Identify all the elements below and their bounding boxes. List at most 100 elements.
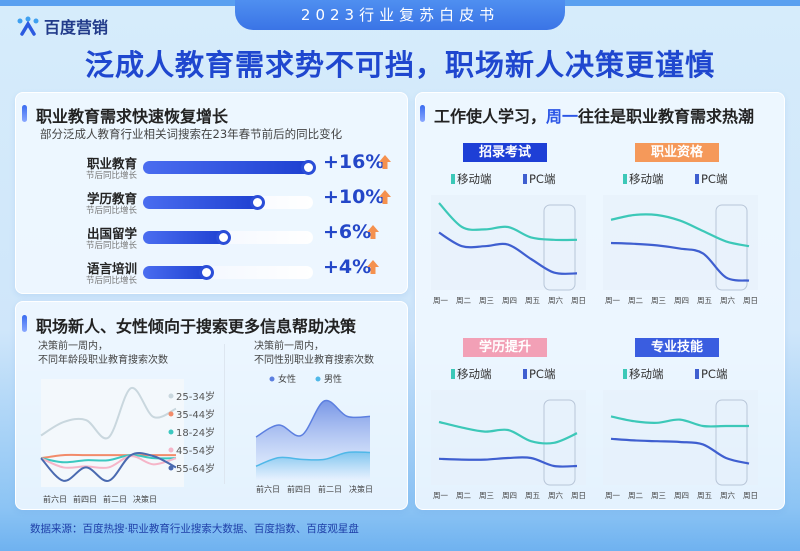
legend-label: 35-44岁 (176, 408, 215, 421)
bar-value: +16% (323, 151, 385, 173)
legend-label: 18-24岁 (176, 426, 215, 439)
chart-badge: 学历提升 (463, 338, 547, 357)
x-tick-label: 周日 (743, 296, 758, 305)
pc-line (610, 437, 750, 465)
x-tick-label: 前四日 (73, 494, 97, 504)
weekday-line-chart: 周一 周二 周三 周四 周五 周六 周日 (431, 390, 586, 500)
legend-label: PC端 (529, 367, 556, 381)
bar-knob (250, 195, 265, 210)
weekday-chart: 专业技能 移动端 PC端周一 周二 周三 周四 周五 周六 周日 (603, 338, 763, 503)
x-tick-label: 周六 (548, 295, 563, 305)
x-tick-label: 决策日 (133, 494, 157, 504)
x-tick-label: 周六 (548, 490, 563, 500)
legend-pc: PC端 (523, 171, 555, 187)
mobile-line (438, 420, 578, 445)
age-series-line (40, 454, 177, 464)
chart-badge: 专业技能 (635, 338, 719, 357)
legend-dot (168, 429, 174, 435)
growth-title: 职业教育需求快速恢复增长 (22, 103, 413, 127)
bar-row: 学历教育 节后同比增长 +10% (61, 186, 401, 222)
report-tab: 2023行业复苏白皮书 (235, 0, 565, 30)
legend-label: 移动端 (457, 172, 492, 186)
bar-sublabel: 节后同比增长 (85, 206, 137, 216)
bar-knob (301, 160, 316, 175)
up-arrow-icon (379, 155, 391, 169)
bar-track (143, 230, 313, 245)
age-series-line (40, 387, 177, 440)
chart-badge: 招录考试 (463, 143, 547, 162)
bar-track (143, 265, 313, 280)
age-line-chart: 25-34岁 35-44岁 18-24岁 45-54岁 55-64岁前六日 前四日 前二日决… (40, 379, 215, 504)
weekday-chart: 职业资格 移动端 PC端 周一 周二 周三 周四 周五 周六 周日 (603, 143, 763, 308)
gender-area (256, 451, 370, 480)
x-tick-label: 周四 (674, 296, 689, 305)
legend-swatch (451, 174, 455, 184)
bar-row: 语言培训 节后同比增长 +4% (61, 256, 401, 292)
bar-label: 出国留学 (86, 226, 137, 241)
weekday-title-highlight: 周一 (546, 107, 579, 126)
legend-label: 移动端 (457, 367, 492, 381)
weekday-title: 工作使人学习，周一往往是职业教育需求热潮 (420, 103, 788, 127)
x-tick-label: 前二日 (318, 484, 342, 494)
weekday-line-chart: 周一 周二 周三 周四 周五 周六 周日 (603, 390, 758, 500)
legend-swatch (695, 369, 699, 379)
chart-badge: 职业资格 (635, 143, 719, 162)
x-tick-label: 前六日 (43, 494, 67, 504)
age-caption-line2: 不同年龄段职业教育搜索次数 (38, 355, 168, 366)
gender-caption: 决策前一周内， 不同性别职业教育搜索次数 (254, 340, 374, 368)
x-tick-label: 周四 (502, 491, 517, 500)
legend-pc: PC端 (695, 366, 727, 382)
legend-dot (168, 411, 174, 417)
x-tick-label: 周六 (720, 295, 735, 305)
legend-dot (315, 376, 321, 382)
logo-text: 百度营销 (44, 18, 109, 37)
age-caption: 决策前一周内， 不同年龄段职业教育搜索次数 (38, 340, 168, 368)
x-tick-label: 周三 (479, 296, 494, 305)
legend-label: 移动端 (629, 367, 664, 381)
legend-label: 45-54岁 (176, 444, 215, 457)
mobile-line (610, 415, 749, 428)
x-tick-label: 周日 (571, 296, 586, 305)
age-series-line (40, 455, 177, 469)
page-title: 泛成人教育需求势不可挡，职场新人决策更谨慎 (84, 48, 715, 82)
x-tick-label: 周三 (651, 296, 666, 305)
x-tick-label: 周一 (433, 491, 448, 500)
x-tick-label: 周日 (743, 491, 758, 500)
legend-dot (168, 393, 174, 399)
weekend-highlight (715, 399, 748, 486)
bar-track (143, 160, 316, 175)
bar-knob (199, 265, 214, 280)
legend-label: 女性 (278, 373, 296, 385)
gender-caption-line1: 决策前一周内， (254, 341, 324, 352)
bar-knob (216, 230, 231, 245)
pc-line (438, 231, 578, 275)
up-arrow-icon (379, 190, 391, 204)
decision-panel: 职场新人、女性倾向于搜索更多信息帮助决策 决策前一周内， 不同年龄段职业教育搜索次… (15, 301, 408, 510)
x-tick-label: 周一 (605, 491, 620, 500)
bar-row: 职业教育 节后同比增长 +16% (61, 151, 401, 187)
weekday-title-pre: 工作使人学习， (434, 107, 547, 126)
x-tick-label: 周一 (605, 296, 620, 305)
x-tick-label: 周日 (571, 491, 586, 500)
gender-line (255, 451, 371, 467)
legend-mobile: 移动端 (451, 171, 492, 187)
legend-pc: PC端 (695, 171, 727, 187)
legend-mobile: 移动端 (451, 366, 492, 382)
weekend-highlight (543, 204, 576, 291)
gender-line (255, 399, 371, 438)
x-tick-label: 周四 (502, 296, 517, 305)
legend-label: PC端 (701, 172, 728, 186)
legend-label: 25-34岁 (176, 390, 215, 403)
bar-row: 出国留学 节后同比增长 +6% (61, 221, 401, 257)
legend-dot (269, 376, 275, 382)
x-tick-label: 周四 (674, 491, 689, 500)
legend-label: 55-64岁 (176, 462, 215, 475)
bar-label: 学历教育 (86, 191, 137, 206)
x-tick-label: 周二 (628, 491, 643, 500)
plot-area (603, 390, 758, 485)
legend-swatch (523, 174, 527, 184)
data-source: 数据来源：百度热搜·职业教育行业搜索大数据、百度指数、百度观星盘 (30, 523, 359, 535)
x-tick-label: 周二 (456, 296, 471, 305)
legend-label: PC端 (701, 367, 728, 381)
